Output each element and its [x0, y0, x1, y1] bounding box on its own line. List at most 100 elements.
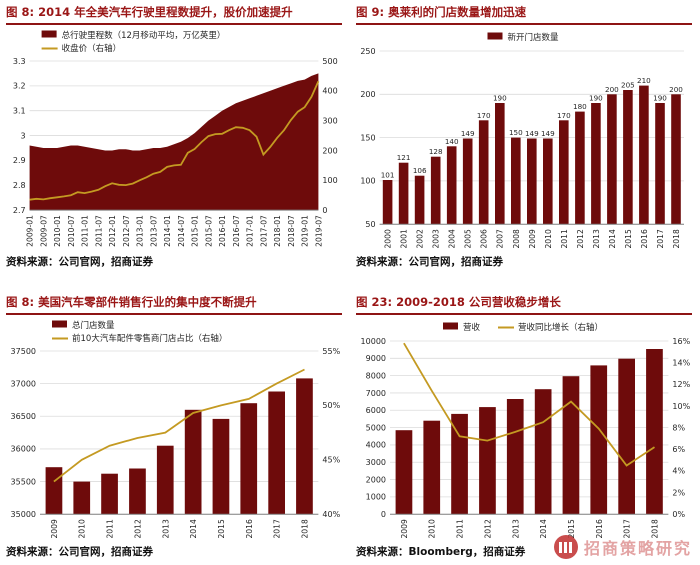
svg-text:营收同比增长（右轴）: 营收同比增长（右轴）: [518, 322, 603, 333]
svg-text:2009-07: 2009-07: [39, 215, 48, 247]
svg-text:140: 140: [445, 137, 459, 146]
svg-text:100: 100: [360, 177, 375, 186]
svg-text:2015: 2015: [624, 229, 633, 248]
svg-text:2017: 2017: [656, 229, 665, 248]
watermark-text: 招商策略研究: [583, 539, 692, 558]
svg-text:前10大汽车配件零售商门店占比（右轴）: 前10大汽车配件零售商门店占比（右轴）: [72, 333, 227, 344]
figure-source: 资料来源：Bloomberg，招商证券: [356, 546, 526, 558]
svg-text:2014: 2014: [539, 519, 548, 538]
svg-text:3000: 3000: [366, 458, 386, 467]
svg-text:55%: 55%: [322, 347, 340, 356]
svg-text:2012: 2012: [133, 519, 142, 538]
svg-text:2009-01: 2009-01: [26, 215, 35, 247]
svg-text:2000: 2000: [384, 229, 393, 248]
svg-text:300: 300: [322, 116, 337, 125]
svg-text:500: 500: [322, 57, 337, 66]
svg-text:2012-07: 2012-07: [122, 215, 131, 247]
svg-text:新开门店数量: 新开门店数量: [508, 32, 560, 43]
svg-text:200: 200: [360, 90, 375, 99]
figure-source: 资料来源：公司官网，招商证券: [356, 256, 503, 268]
svg-text:2009: 2009: [50, 519, 59, 538]
svg-text:149: 149: [461, 129, 475, 138]
svg-text:2009: 2009: [400, 519, 409, 538]
svg-text:106: 106: [413, 166, 427, 175]
svg-text:2013: 2013: [592, 229, 601, 248]
svg-text:149: 149: [541, 129, 555, 138]
svg-text:9000: 9000: [366, 354, 386, 363]
svg-text:2011-07: 2011-07: [94, 215, 103, 247]
svg-text:40%: 40%: [322, 510, 340, 519]
svg-text:2010-07: 2010-07: [67, 215, 76, 247]
svg-text:2009: 2009: [528, 229, 537, 248]
svg-text:1000: 1000: [366, 493, 386, 502]
svg-text:2%: 2%: [672, 488, 685, 497]
svg-text:2017-07: 2017-07: [259, 215, 268, 247]
svg-text:205: 205: [621, 81, 635, 90]
svg-text:37500: 37500: [11, 347, 36, 356]
svg-text:200: 200: [605, 85, 619, 94]
svg-text:170: 170: [557, 111, 571, 120]
svg-text:3.2: 3.2: [13, 82, 26, 91]
svg-text:总门店数量: 总门店数量: [72, 320, 115, 331]
svg-text:10%: 10%: [672, 402, 690, 411]
svg-text:200: 200: [322, 146, 337, 155]
svg-text:210: 210: [637, 76, 651, 85]
svg-text:4%: 4%: [672, 467, 685, 476]
svg-text:2002: 2002: [416, 229, 425, 248]
svg-text:2018-07: 2018-07: [287, 215, 296, 247]
cms-logo-icon: [553, 535, 578, 559]
svg-text:2019-07: 2019-07: [314, 215, 323, 247]
svg-text:16%: 16%: [672, 337, 690, 346]
svg-text:2015: 2015: [567, 519, 576, 538]
svg-text:121: 121: [397, 153, 411, 162]
svg-text:180: 180: [573, 102, 587, 111]
svg-text:2010: 2010: [544, 229, 553, 248]
svg-text:营收: 营收: [463, 322, 481, 333]
svg-text:2017: 2017: [273, 519, 282, 538]
svg-text:2016-01: 2016-01: [218, 215, 227, 247]
svg-text:2016: 2016: [245, 519, 254, 538]
figure-chart-canvas: 35000 35500 36000 36500 37000 37500 40% 45% 50% 5…: [6, 317, 342, 543]
svg-text:2011: 2011: [456, 519, 465, 538]
svg-text:400: 400: [322, 87, 337, 96]
svg-text:8%: 8%: [672, 423, 685, 432]
figure-chart-canvas: 0 1000 2000 3000 4000 5000 6000 7000 8000 9000 100…: [356, 317, 692, 543]
svg-text:2011: 2011: [106, 519, 115, 538]
svg-text:2008: 2008: [512, 229, 521, 248]
svg-text:10000: 10000: [361, 337, 386, 346]
svg-text:170: 170: [477, 111, 491, 120]
figure-title: 图 23: 2009-2018 公司营收稳步增长: [356, 295, 692, 315]
svg-text:收盘价（右轴）: 收盘价（右轴）: [62, 43, 122, 54]
svg-text:36500: 36500: [11, 412, 36, 421]
svg-text:14%: 14%: [672, 358, 690, 367]
svg-text:50: 50: [365, 220, 375, 229]
figure-panel-bottom-right: 图 23: 2009-2018 公司营收稳步增长 0 1000 2000 3000 40…: [350, 290, 700, 565]
svg-text:150: 150: [509, 128, 523, 137]
svg-text:2003: 2003: [432, 229, 441, 248]
figure-source: 资料来源：公司官网，招商证券: [6, 546, 153, 558]
svg-text:2012: 2012: [576, 229, 585, 248]
svg-text:2015: 2015: [217, 519, 226, 538]
figure-title: 图 8: 美国汽车零部件销售行业的集中度不断提升: [6, 295, 342, 315]
svg-text:2015-01: 2015-01: [191, 215, 200, 247]
svg-text:2017: 2017: [623, 519, 632, 538]
svg-text:6000: 6000: [366, 406, 386, 415]
svg-text:2015-07: 2015-07: [204, 215, 213, 247]
svg-text:0%: 0%: [672, 510, 685, 519]
svg-text:2018: 2018: [672, 229, 681, 248]
svg-text:150: 150: [360, 133, 375, 142]
svg-text:128: 128: [429, 147, 443, 156]
svg-text:2011-01: 2011-01: [81, 215, 90, 247]
svg-text:100: 100: [322, 176, 337, 185]
svg-text:2017-01: 2017-01: [246, 215, 255, 247]
svg-text:0: 0: [322, 206, 327, 215]
svg-text:2010-01: 2010-01: [53, 215, 62, 247]
svg-text:2010: 2010: [78, 519, 87, 538]
svg-text:2018: 2018: [300, 519, 309, 538]
svg-text:7000: 7000: [366, 389, 386, 398]
svg-text:3.3: 3.3: [13, 57, 26, 66]
svg-text:2.9: 2.9: [13, 156, 26, 165]
svg-text:2012-01: 2012-01: [108, 215, 117, 247]
svg-text:2011: 2011: [560, 229, 569, 248]
